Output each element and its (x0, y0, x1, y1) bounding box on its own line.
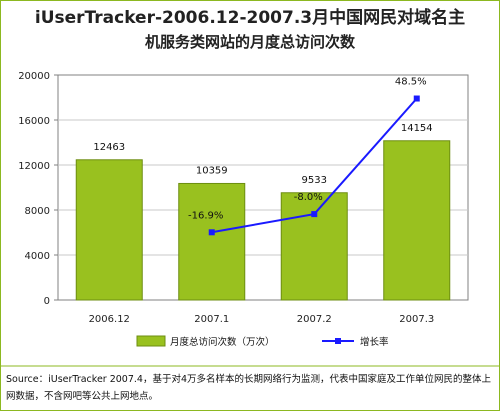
y-tick-label: 12000 (18, 161, 50, 172)
y-tick-label: 0 (44, 296, 50, 307)
y-tick-label: 8000 (25, 206, 50, 217)
y-tick-label: 20000 (18, 71, 50, 82)
x-tick-label: 2007.1 (194, 314, 229, 325)
x-tick-label: 2006.12 (89, 314, 130, 325)
legend-bar-swatch (136, 335, 166, 347)
growth-point (208, 229, 215, 236)
y-tick-label: 4000 (25, 251, 50, 262)
growth-point (311, 211, 318, 218)
x-tick-label: 2007.2 (297, 314, 332, 325)
title-line-2: 机服务类网站的月度总访问次数 (144, 33, 355, 51)
bar (383, 140, 451, 301)
bar-value-label: 12463 (93, 142, 125, 153)
title-line-1: iUserTracker-2006.12-2007.3月中国网民对域名主 (34, 8, 466, 28)
bar-value-label: 9533 (302, 175, 327, 186)
growth-value-label: 48.5% (395, 77, 427, 88)
growth-value-label: -8.0% (294, 192, 323, 203)
x-tick-label: 2007.3 (399, 314, 434, 325)
legend-line-marker (335, 338, 341, 344)
legend-bar-label: 月度总访问次数（万次） (170, 336, 275, 348)
source-note: Source：iUserTracker 2007.4，基于对4万多名样本的长期网… (6, 374, 491, 402)
growth-value-label: -16.9% (188, 210, 223, 221)
bar (280, 192, 348, 301)
bar-value-label: 14154 (401, 123, 433, 134)
chart-title: iUserTracker-2006.12-2007.3月中国网民对域名主 机服务… (0, 6, 500, 54)
growth-point (413, 95, 420, 102)
bar (75, 159, 143, 301)
bar-value-label: 10359 (196, 165, 228, 176)
legend-line-label: 增长率 (360, 336, 389, 348)
y-tick-label: 16000 (18, 116, 50, 127)
bar (178, 182, 246, 301)
